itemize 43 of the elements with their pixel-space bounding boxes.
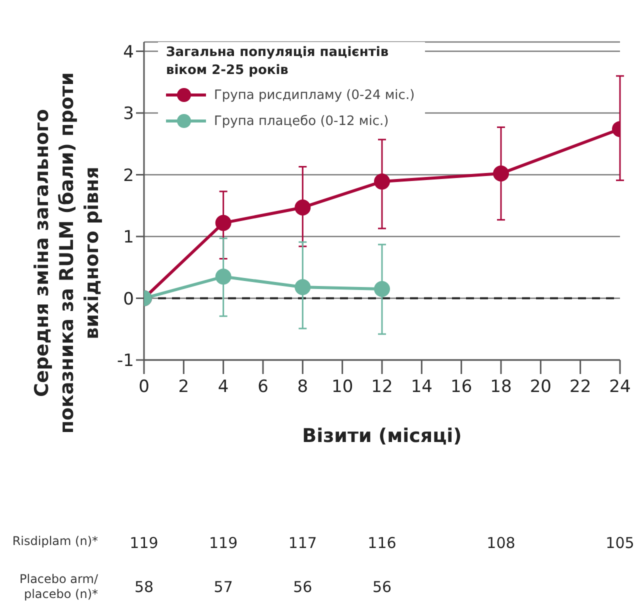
text: 105 [604,534,636,552]
text: 116 [366,534,398,552]
x-axis-title: Візити (місяці) [302,425,462,447]
x-tick-label: 12 [371,377,393,398]
text: 119 [208,534,239,552]
y-tick-label: 0 [123,289,134,310]
y-axis-title: Середня зміна загального показника за RULM (бали) проти вихідного рівня [31,72,103,434]
point [294,199,311,216]
point [493,166,509,182]
y-tick-label: 4 [123,42,134,62]
text: 58 [133,578,155,596]
y-tick-label: 2 [123,166,134,186]
text: 57 [212,578,234,596]
text: 56 [292,578,314,596]
x-tick-label: 10 [332,377,354,398]
text: 119 [128,534,160,552]
x-tick-label: 14 [410,377,432,398]
x-tick-label: 24 [609,377,631,398]
point [374,280,390,297]
text: Risdiplam (n)* [12,534,98,549]
x-tick-label: 6 [258,377,268,398]
x-tick-label: 16 [450,377,472,398]
legend-label: Група плацебо (0-12 міс.) [214,114,389,128]
text: Placebo arm/ placebo (n)* [20,572,98,602]
point [294,279,311,296]
point [215,214,232,231]
text: 56 [371,578,393,596]
x-tick-label: 20 [530,377,552,398]
y-tick-label: 1 [123,228,134,248]
legend-label: Група рисдипламу (0-24 міс.) [214,88,415,102]
x-tick-label: 22 [570,377,592,398]
x-tick-label: 18 [490,377,512,398]
legend-title: Загальна популяція пацієнтів віком 2-25 років [166,44,390,80]
y-tick-label: -1 [117,351,134,372]
x-tick-label: 2 [178,377,190,398]
text: 117 [287,534,318,552]
point [215,268,232,285]
y-tick-label: 3 [123,104,134,124]
point [374,174,390,190]
text: 108 [486,534,516,552]
x-tick-label: 0 [138,377,150,398]
x-tick-label: 4 [218,377,229,398]
x-tick-label: 8 [297,377,308,398]
